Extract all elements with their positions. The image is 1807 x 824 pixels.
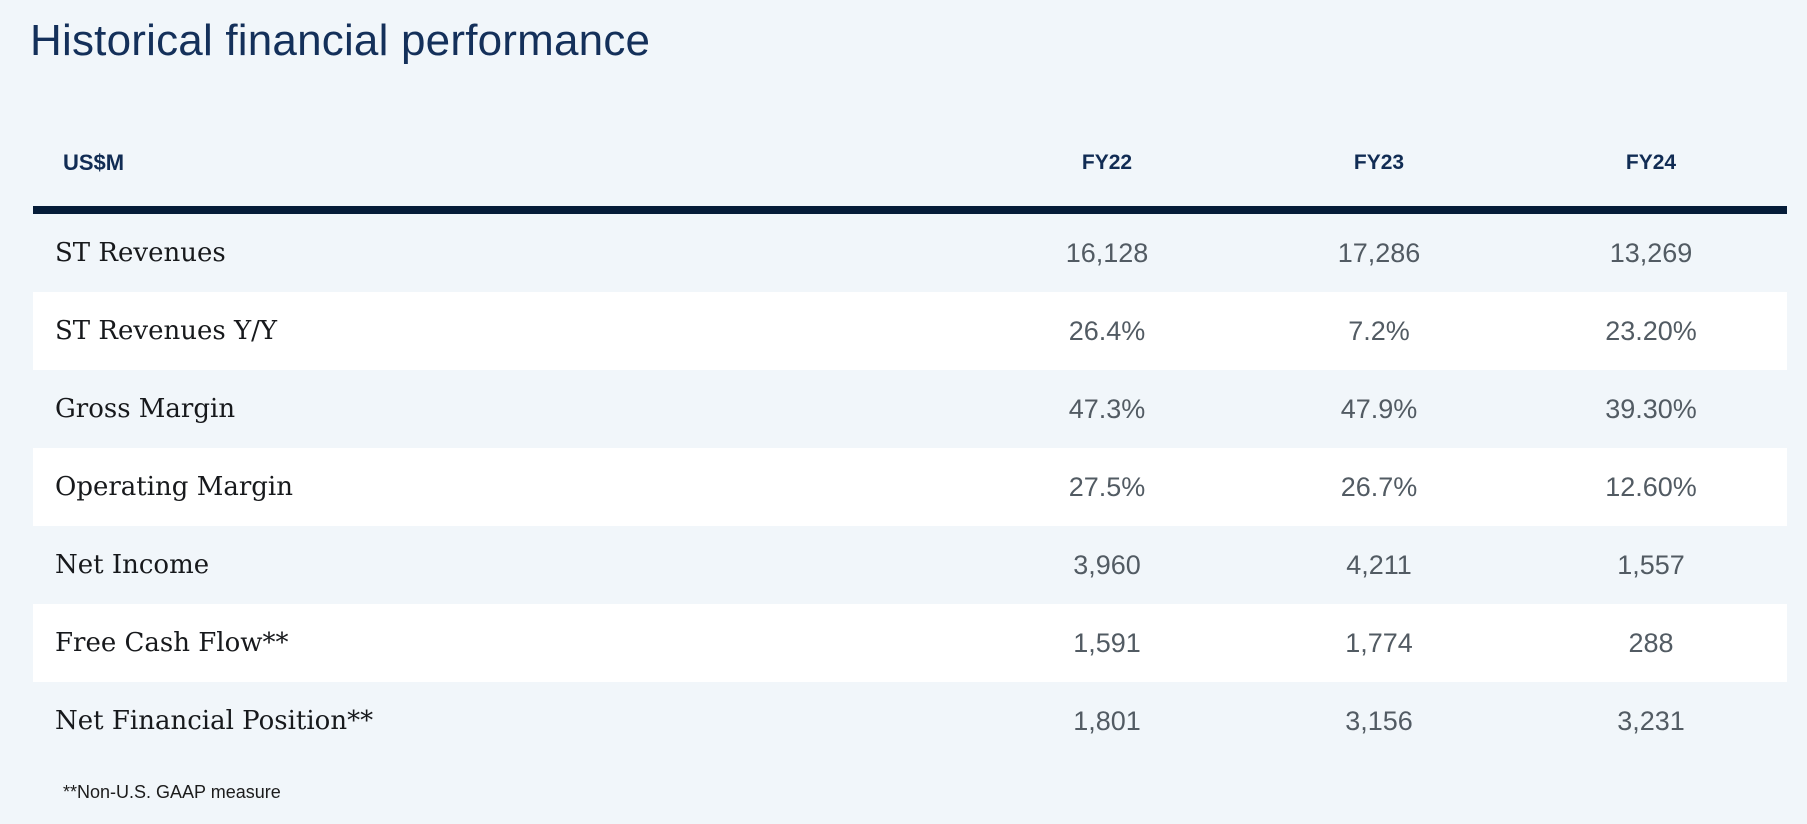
row-value-fy24: 1,557 <box>1617 549 1685 580</box>
row-value-fy22: 1,591 <box>1073 627 1141 658</box>
page-title: Historical financial performance <box>30 16 651 65</box>
row-value-fy24: 12.60% <box>1605 471 1697 502</box>
header-divider <box>33 206 1787 214</box>
column-header-fy24: FY24 <box>1625 151 1677 174</box>
row-label: Gross Margin <box>55 394 236 424</box>
row-value-fy22: 27.5% <box>1068 471 1146 502</box>
row-label: ST Revenues Y/Y <box>55 316 278 346</box>
row-value-fy24: 23.20% <box>1605 315 1697 346</box>
row-value-fy22: 3,960 <box>1073 549 1141 580</box>
column-header-unit: US$M <box>63 150 125 175</box>
financial-table: US$M FY22 FY23 FY24 ST Revenues 16,128 17,28… <box>33 120 1787 803</box>
table-header-row: US$M FY22 FY23 FY24 <box>33 120 1787 206</box>
table-row: Net Income 3,960 4,211 1,557 <box>33 526 1787 604</box>
table-row: ST Revenues Y/Y 26.4% 7.2% 23.20% <box>33 292 1787 370</box>
column-header-fy23: FY23 <box>1353 151 1405 174</box>
row-label: Free Cash Flow** <box>55 628 289 658</box>
row-value-fy23: 26.7% <box>1340 471 1418 502</box>
table-row: ST Revenues 16,128 17,286 13,269 <box>33 214 1787 292</box>
table-row: Net Financial Position** 1,801 3,156 3,231 <box>33 682 1787 760</box>
row-value-fy22: 26.4% <box>1068 315 1146 346</box>
column-header-fy22: FY22 <box>1081 151 1133 174</box>
row-value-fy23: 1,774 <box>1345 627 1413 658</box>
row-value-fy24: 13,269 <box>1609 237 1693 268</box>
row-label: ST Revenues <box>55 238 226 268</box>
row-label: Net Financial Position** <box>55 706 374 736</box>
table-body: ST Revenues 16,128 17,286 13,269 ST Revenues… <box>33 214 1787 760</box>
table-row: Operating Margin 27.5% 26.7% 12.60% <box>33 448 1787 526</box>
row-value-fy23: 3,156 <box>1345 705 1413 736</box>
table-row: Free Cash Flow** 1,591 1,774 288 <box>33 604 1787 682</box>
row-value-fy23: 4,211 <box>1346 549 1412 580</box>
row-label: Operating Margin <box>55 472 293 502</box>
row-value-fy23: 17,286 <box>1337 237 1421 268</box>
row-label: Net Income <box>55 550 210 580</box>
table-row: Gross Margin 47.3% 47.9% 39.30% <box>33 370 1787 448</box>
row-value-fy23: 7.2% <box>1348 315 1410 346</box>
row-value-fy22: 1,801 <box>1073 705 1141 736</box>
row-value-fy24: 3,231 <box>1617 705 1685 736</box>
row-value-fy22: 47.3% <box>1068 393 1146 424</box>
row-value-fy24: 288 <box>1628 627 1674 658</box>
row-value-fy23: 47.9% <box>1340 393 1418 424</box>
row-value-fy24: 39.30% <box>1605 393 1697 424</box>
row-value-fy22: 16,128 <box>1065 237 1149 268</box>
footnote: **Non-U.S. GAAP measure <box>63 782 281 802</box>
